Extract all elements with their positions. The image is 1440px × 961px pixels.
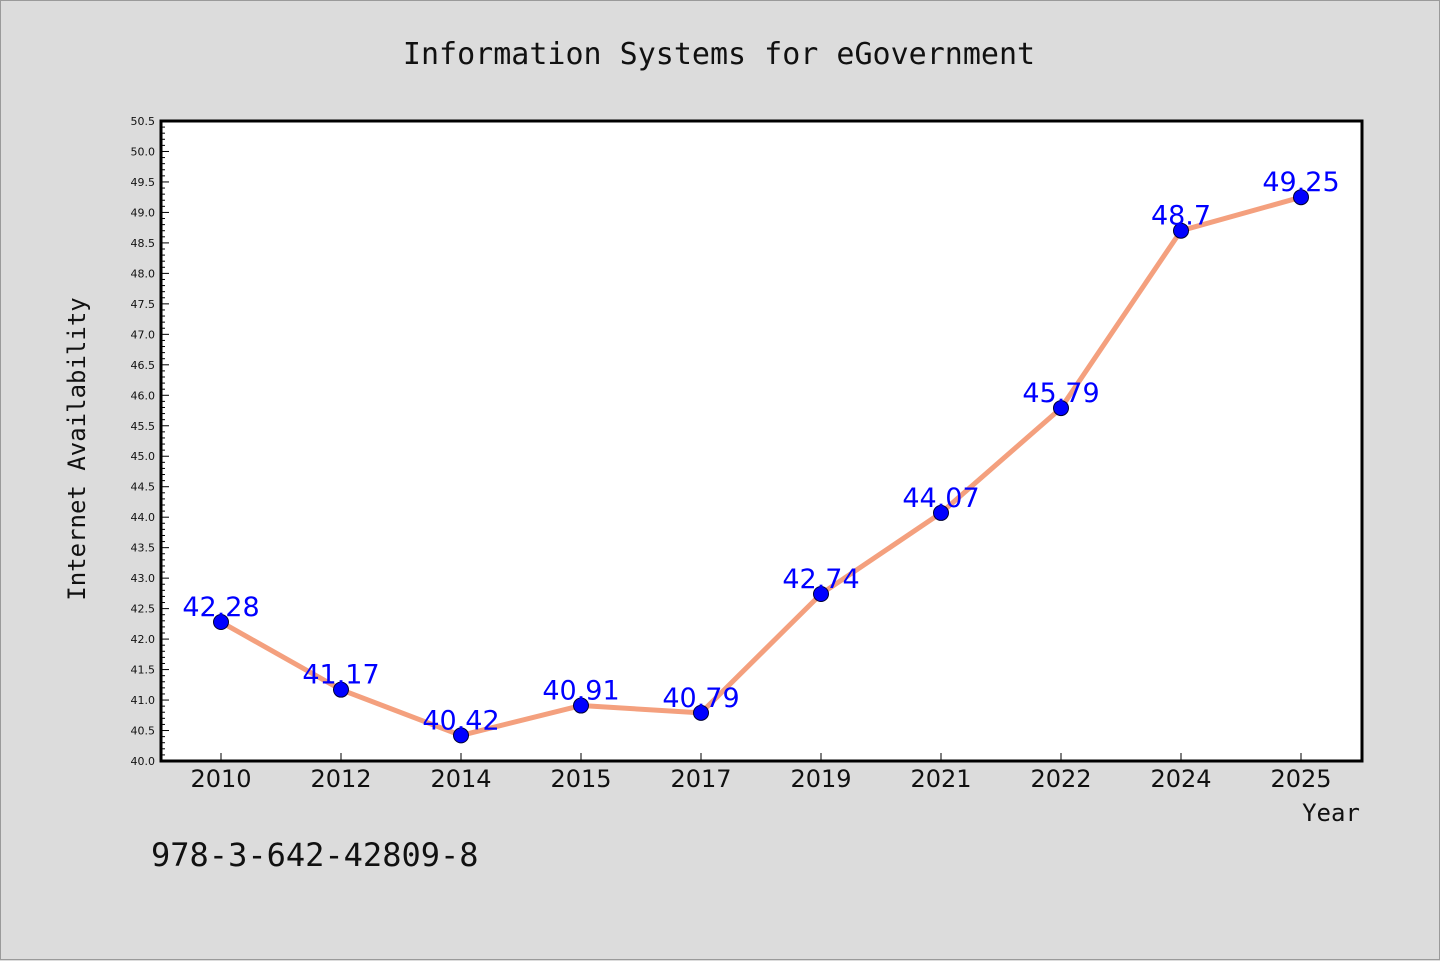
chart-title: Information Systems for eGovernment bbox=[403, 37, 1035, 72]
x-tick-label: 2012 bbox=[310, 765, 371, 793]
y-tick-label: 42.0 bbox=[131, 633, 156, 646]
y-tick-label: 48.0 bbox=[131, 267, 156, 280]
series-markers bbox=[213, 189, 1309, 744]
isbn-footnote: 978-3-642-42809-8 bbox=[151, 836, 479, 874]
data-point bbox=[933, 504, 949, 521]
x-tick-label: 2014 bbox=[430, 765, 491, 793]
data-point bbox=[213, 614, 229, 631]
y-tick-label: 48.5 bbox=[131, 237, 156, 250]
y-tick-label: 47.5 bbox=[131, 298, 156, 311]
data-label: 44.07 bbox=[902, 483, 979, 514]
y-tick-label: 46.0 bbox=[131, 389, 156, 402]
data-label: 40.79 bbox=[662, 683, 739, 714]
data-label: 48.7 bbox=[1151, 201, 1211, 232]
y-tick-label: 40.5 bbox=[131, 725, 156, 738]
y-tick-label: 44.5 bbox=[131, 481, 156, 494]
x-tick-label: 2021 bbox=[910, 765, 971, 793]
data-label: 42.28 bbox=[182, 592, 259, 623]
y-tick-label: 41.5 bbox=[131, 664, 156, 677]
data-point bbox=[573, 697, 589, 714]
y-tick-label: 41.0 bbox=[131, 694, 156, 707]
x-tick-label: 2022 bbox=[1030, 765, 1091, 793]
data-point bbox=[1053, 400, 1069, 417]
data-label: 42.74 bbox=[782, 564, 859, 595]
x-tick-label: 2017 bbox=[670, 765, 731, 793]
data-point bbox=[813, 585, 829, 602]
series-line bbox=[218, 194, 1304, 738]
x-axis-title: Year bbox=[1302, 799, 1360, 827]
series-data-labels: 42.28 41.17 40.42 40.91 40.79 42.74 44.07 45.79… bbox=[182, 167, 1339, 736]
data-point bbox=[1173, 222, 1189, 239]
data-label: 45.79 bbox=[1022, 378, 1099, 409]
data-label: 40.42 bbox=[422, 705, 499, 736]
x-tick-label: 2015 bbox=[550, 765, 611, 793]
data-label: 49.25 bbox=[1262, 167, 1339, 198]
data-label: 40.91 bbox=[542, 676, 619, 707]
data-point bbox=[333, 681, 349, 698]
y-tick-label: 44.0 bbox=[131, 511, 156, 524]
y-tick-label: 50.0 bbox=[131, 145, 156, 158]
data-label: 41.17 bbox=[302, 660, 379, 691]
y-tick-label: 45.5 bbox=[131, 420, 156, 433]
y-tick-label: 43.0 bbox=[131, 572, 156, 585]
x-tick-label: 2019 bbox=[790, 765, 851, 793]
y-tick-label: 46.5 bbox=[131, 359, 156, 372]
data-point bbox=[1293, 189, 1309, 206]
x-tick-label: 2024 bbox=[1150, 765, 1211, 793]
data-point bbox=[453, 727, 469, 744]
y-tick-label: 49.0 bbox=[131, 206, 156, 219]
y-tick-label: 47.0 bbox=[131, 328, 156, 341]
y-tick-label: 42.5 bbox=[131, 603, 156, 616]
y-tick-label: 43.5 bbox=[131, 542, 156, 555]
x-tick-label: 2010 bbox=[190, 765, 251, 793]
y-tick-label: 45.0 bbox=[131, 450, 156, 463]
y-tick-label: 40.0 bbox=[131, 755, 156, 768]
plot-frame bbox=[159, 119, 1364, 763]
y-tick-label: 50.5 bbox=[131, 115, 156, 128]
y-tick-label: 49.5 bbox=[131, 176, 156, 189]
y-axis: 40.0 40.5 41.0 41.5 42.0 42.5 43.0 43.5 44.0 44.5… bbox=[131, 115, 169, 768]
y-axis-title: Internet Availability bbox=[63, 297, 91, 600]
data-point bbox=[693, 704, 709, 721]
x-tick-label: 2025 bbox=[1270, 765, 1331, 793]
